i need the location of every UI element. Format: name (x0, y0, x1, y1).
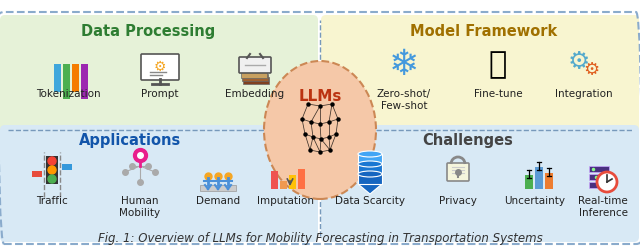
FancyBboxPatch shape (0, 16, 318, 136)
Text: Embedding: Embedding (225, 89, 285, 99)
Text: Traffic: Traffic (36, 195, 68, 205)
Text: Zero-shot/
Few-shot: Zero-shot/ Few-shot (377, 89, 431, 110)
Text: ⚙: ⚙ (583, 61, 599, 79)
Ellipse shape (358, 151, 382, 158)
Bar (62, 164, 72, 170)
Ellipse shape (358, 161, 382, 167)
Text: Data Processing: Data Processing (81, 23, 215, 38)
Text: 🔥: 🔥 (489, 50, 507, 79)
Bar (589, 182, 609, 188)
Text: Privacy: Privacy (439, 195, 477, 205)
Text: Model Framework: Model Framework (410, 23, 557, 38)
Bar (535, 167, 543, 189)
Text: Imputation: Imputation (257, 195, 314, 205)
Text: Real-time
Inference: Real-time Inference (578, 195, 628, 217)
Text: Tokenization: Tokenization (36, 89, 100, 99)
FancyBboxPatch shape (141, 55, 179, 81)
Bar (243, 78, 269, 85)
Bar (271, 171, 278, 189)
Text: Challenges: Challenges (422, 132, 513, 147)
Bar (242, 75, 268, 82)
Ellipse shape (358, 171, 382, 177)
Text: Applications: Applications (79, 132, 181, 147)
Bar (46, 156, 58, 184)
Bar (589, 174, 609, 180)
Circle shape (48, 158, 56, 165)
Circle shape (48, 166, 56, 174)
Circle shape (597, 172, 617, 192)
Text: Fine-tune: Fine-tune (474, 89, 522, 99)
Circle shape (48, 175, 56, 183)
Polygon shape (358, 184, 382, 194)
Bar (589, 166, 609, 172)
Bar (72, 65, 79, 93)
Bar (525, 175, 533, 189)
Text: Prompt: Prompt (141, 89, 179, 99)
FancyBboxPatch shape (239, 58, 271, 74)
Bar (32, 171, 42, 177)
Text: Data Scarcity: Data Scarcity (335, 195, 405, 205)
Text: Demand: Demand (196, 195, 240, 205)
Bar (545, 173, 553, 189)
Text: Human
Mobility: Human Mobility (120, 195, 161, 217)
Bar (200, 185, 236, 191)
Ellipse shape (264, 62, 376, 199)
Bar (289, 175, 296, 189)
FancyBboxPatch shape (0, 125, 318, 242)
Text: Fig. 1: Overview of LLMs for Mobility Forecasting in Transportation Systems: Fig. 1: Overview of LLMs for Mobility Fo… (98, 231, 542, 244)
Text: ⚙: ⚙ (154, 60, 166, 74)
Text: Uncertainty: Uncertainty (504, 195, 566, 205)
Bar (63, 65, 70, 100)
Text: ❄: ❄ (389, 48, 419, 82)
FancyBboxPatch shape (321, 125, 639, 242)
Bar (358, 164, 382, 174)
Bar (280, 181, 287, 189)
Text: LLMs: LLMs (298, 88, 342, 103)
Bar (81, 65, 88, 100)
FancyBboxPatch shape (321, 16, 639, 136)
Bar (358, 174, 382, 184)
Bar (298, 169, 305, 189)
Bar (54, 65, 61, 93)
Bar (241, 72, 267, 79)
Text: ⚙: ⚙ (568, 50, 590, 74)
Text: Integration: Integration (555, 89, 613, 99)
FancyBboxPatch shape (447, 163, 469, 181)
Bar (358, 154, 382, 164)
